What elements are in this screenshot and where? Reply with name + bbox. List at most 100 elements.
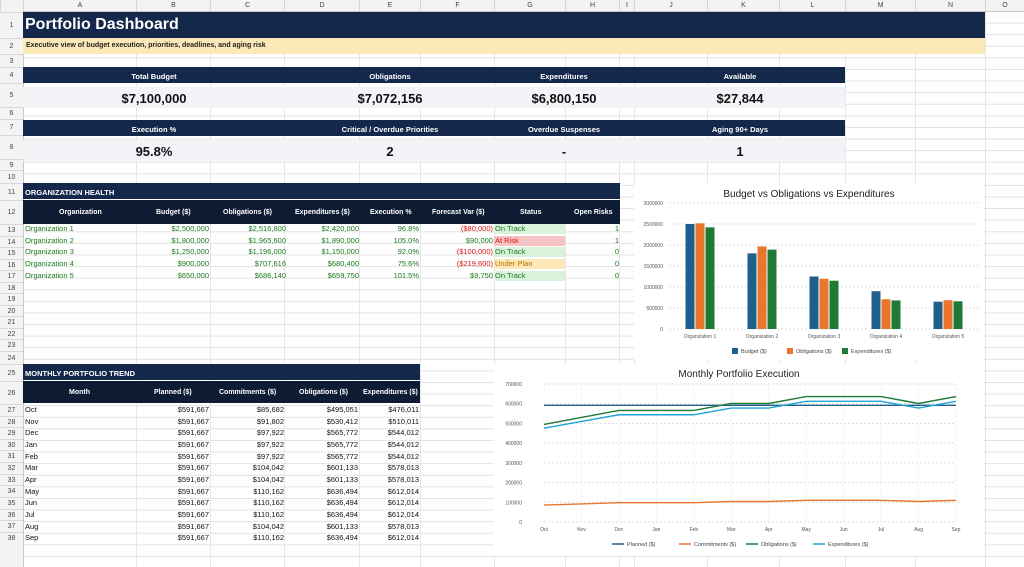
column-header-L[interactable]: L [779, 0, 845, 11]
status-badge[interactable]: On Track [494, 270, 565, 281]
kpi-value[interactable]: 1 [736, 144, 744, 159]
forecast-var-cell[interactable]: ($100,000) [456, 247, 493, 257]
org-value-cell[interactable]: $650,000 [177, 270, 209, 280]
month-cell[interactable]: Sep [25, 533, 39, 543]
row-header-27[interactable]: 27 [0, 404, 23, 416]
column-header-M[interactable]: M [845, 0, 915, 11]
trend-value-cell[interactable]: $591,667 [177, 486, 209, 496]
trend-value-cell[interactable]: $104,042 [252, 521, 284, 531]
org-value-cell[interactable]: 96.8% [397, 224, 419, 233]
row-header-33[interactable]: 33 [0, 474, 23, 485]
column-header[interactable]: Organization [59, 209, 102, 216]
column-header-H[interactable]: H [565, 0, 619, 11]
trend-value-cell[interactable]: $636,494 [326, 533, 358, 543]
trend-value-cell[interactable]: $530,412 [326, 416, 358, 426]
column-header-corner[interactable] [0, 0, 23, 11]
row-header-36[interactable]: 36 [0, 509, 23, 520]
column-header[interactable]: Expenditures ($) [363, 389, 418, 396]
column-header[interactable]: Obligations ($) [223, 209, 272, 216]
column-header[interactable]: Forecast Var ($) [432, 209, 485, 216]
status-badge[interactable]: At Risk [494, 235, 565, 246]
row-header-22[interactable]: 22 [0, 328, 23, 339]
row-header-25[interactable]: 25 [0, 364, 23, 381]
row-header-38[interactable]: 38 [0, 532, 23, 544]
row-header-bar[interactable]: 1 2 3 4 5 6 7 8 9 10 11 12 13 14 15 16 17 18 19 20 21 22 23 24 2… [0, 11, 24, 567]
trend-value-cell[interactable]: $476,011 [388, 405, 419, 414]
column-header-G[interactable]: G [494, 0, 565, 11]
org-value-cell[interactable]: $707,616 [254, 259, 286, 269]
status-badge[interactable]: Under Plan [494, 259, 565, 270]
trend-value-cell[interactable]: $636,494 [326, 498, 358, 508]
kpi-value[interactable]: $7,072,156 [357, 91, 423, 106]
dashboard-subtitle-bar[interactable]: Executive view of budget execution, prio… [23, 38, 985, 54]
trend-value-cell[interactable]: $636,494 [326, 486, 358, 496]
row-header-29[interactable]: 29 [0, 427, 23, 439]
month-cell[interactable]: Oct [25, 405, 37, 414]
trend-value-cell[interactable]: $85,682 [256, 405, 284, 414]
column-header-J[interactable]: J [634, 0, 707, 11]
month-cell[interactable]: Apr [25, 474, 37, 484]
row-header-35[interactable]: 35 [0, 497, 23, 509]
trend-value-cell[interactable]: $495,051 [326, 405, 358, 414]
org-value-cell[interactable]: $680,400 [327, 259, 359, 269]
column-header-B[interactable]: B [136, 0, 210, 11]
trend-value-cell[interactable]: $110,162 [253, 486, 284, 496]
row-header-26[interactable]: 26 [0, 381, 23, 404]
month-cell[interactable]: Jan [25, 439, 38, 449]
trend-value-cell[interactable]: $565,772 [326, 439, 358, 449]
trend-value-cell[interactable]: $97,922 [256, 439, 284, 449]
row-header-2[interactable]: 2 [0, 38, 23, 54]
trend-value-cell[interactable]: $110,162 [253, 533, 284, 543]
org-value-cell[interactable]: $1,800,000 [171, 235, 209, 245]
month-cell[interactable]: Nov [25, 416, 39, 426]
trend-value-cell[interactable]: $601,133 [326, 474, 358, 484]
trend-value-cell[interactable]: $91,802 [256, 416, 284, 426]
trend-value-cell[interactable]: $544,012 [387, 451, 419, 461]
org-name-cell[interactable]: Organization 1 [25, 224, 74, 233]
org-value-cell[interactable]: $1,196,000 [248, 247, 286, 257]
month-cell[interactable]: Jul [25, 509, 35, 519]
month-cell[interactable]: Mar [25, 463, 38, 473]
open-risks-cell[interactable]: 1 [614, 224, 619, 233]
column-header[interactable]: Status [520, 209, 542, 216]
org-value-cell[interactable]: $1,150,000 [321, 247, 359, 257]
forecast-var-cell[interactable]: ($80,000) [460, 224, 493, 233]
row-header-37[interactable]: 37 [0, 520, 23, 532]
forecast-var-cell[interactable]: ($219,600) [456, 259, 493, 269]
org-value-cell[interactable]: 92.0% [397, 247, 419, 257]
org-name-cell[interactable]: Organization 2 [25, 235, 74, 245]
forecast-var-cell[interactable]: $90,000 [465, 235, 493, 245]
org-name-cell[interactable]: Organization 5 [25, 270, 74, 280]
org-value-cell[interactable]: $1,890,000 [321, 235, 359, 245]
trend-value-cell[interactable]: $591,667 [177, 428, 209, 438]
org-value-cell[interactable]: 101.5% [393, 270, 419, 280]
org-value-cell[interactable]: 105.0% [393, 235, 419, 245]
trend-value-cell[interactable]: $578,013 [387, 521, 419, 531]
row-header-14[interactable]: 14 [0, 236, 23, 247]
month-cell[interactable]: Aug [25, 521, 39, 531]
trend-value-cell[interactable]: $612,014 [387, 509, 419, 519]
row-header-24[interactable]: 24 [0, 351, 23, 364]
row-header-21[interactable]: 21 [0, 316, 23, 328]
column-header[interactable]: Open Risks [574, 209, 613, 216]
open-risks-cell[interactable]: 0 [614, 247, 619, 257]
trend-value-cell[interactable]: $544,012 [387, 428, 419, 438]
status-badge[interactable]: On Track [494, 247, 565, 258]
line-chart-panel[interactable]: Monthly Portfolio Execution 0 100000 200000… [494, 364, 984, 556]
open-risks-cell[interactable]: 0 [614, 270, 619, 280]
trend-value-cell[interactable]: $565,772 [326, 451, 358, 461]
forecast-var-cell[interactable]: $9,750 [470, 270, 493, 280]
open-risks-cell[interactable]: 0 [614, 259, 619, 269]
row-header-17[interactable]: 17 [0, 270, 23, 282]
trend-value-cell[interactable]: $544,012 [387, 439, 419, 449]
column-header[interactable]: Obligations ($) [299, 389, 348, 396]
monthly-trend-section-header[interactable]: MONTHLY PORTFOLIO TREND [23, 364, 420, 380]
row-header-13[interactable]: 13 [0, 224, 23, 236]
kpi-value[interactable]: 2 [386, 144, 394, 159]
column-header-I[interactable]: I [619, 0, 634, 11]
kpi-value[interactable]: $7,100,000 [121, 91, 187, 106]
row-header-8[interactable]: 8 [0, 135, 23, 159]
row-header-5[interactable]: 5 [0, 83, 23, 107]
org-value-cell[interactable]: $2,420,000 [321, 224, 359, 233]
